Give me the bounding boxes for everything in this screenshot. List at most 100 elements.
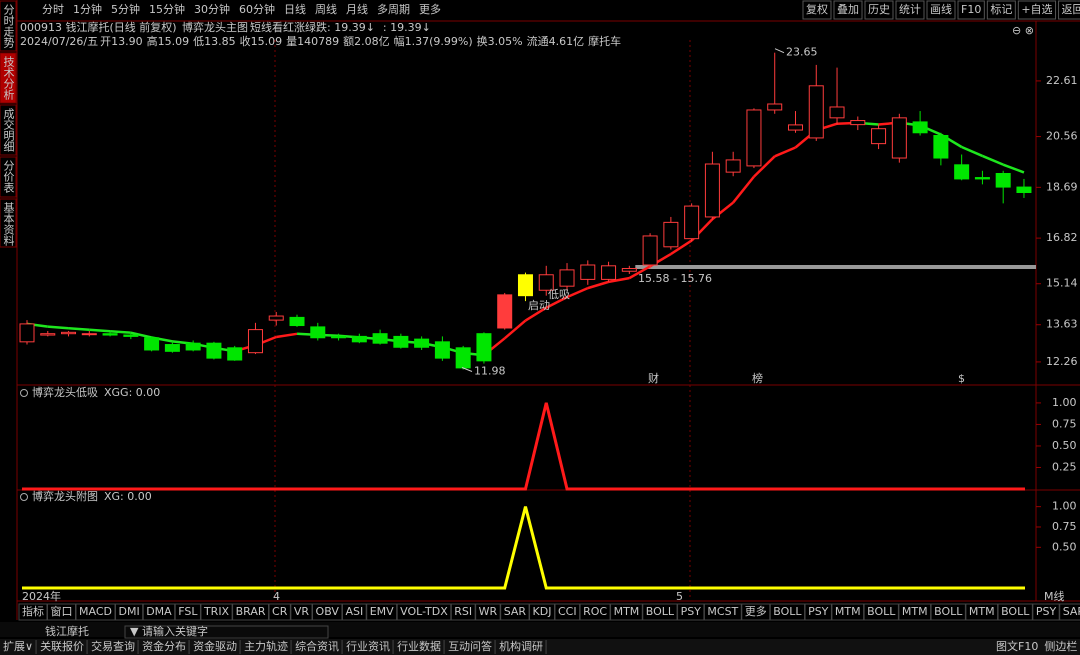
quote-field: 开13.90 (100, 35, 143, 48)
status-tab[interactable]: 行业资讯 (346, 640, 390, 653)
indicator-tab[interactable]: KDJ (533, 605, 552, 618)
indicator-tab[interactable]: BOLL (1001, 605, 1030, 618)
search-box[interactable] (124, 625, 329, 639)
tab-border (0, 52, 17, 104)
side-tab[interactable]: 成交明细 (2, 108, 15, 152)
indicator-tab[interactable]: BOLL (646, 605, 675, 618)
status-tab[interactable]: 主力轨迹 (244, 639, 288, 653)
indicator-tab[interactable]: DMI (118, 605, 139, 618)
status-tab[interactable]: 机构调研 (499, 639, 543, 653)
event-marker[interactable]: $ (958, 372, 965, 385)
indicator-tab[interactable]: 更多 (745, 604, 767, 618)
period-tab[interactable]: 5分钟 (111, 2, 140, 16)
side-tab[interactable]: 基本资料 (2, 202, 15, 247)
toolbar-button[interactable]: 画线 (930, 2, 952, 16)
indicator-tab[interactable]: DMA (146, 605, 172, 618)
indicator-tab[interactable]: VOL-TDX (400, 605, 448, 618)
indicator-tab[interactable]: SAR (1063, 605, 1080, 618)
indicator-tab[interactable]: MTM (969, 605, 995, 618)
indicator-tab[interactable]: EMV (370, 605, 394, 618)
indicator-tab[interactable]: RSI (454, 605, 472, 618)
toolbar-button[interactable]: 统计 (899, 3, 921, 16)
indicator-tab[interactable]: WR (479, 605, 498, 618)
period-tab[interactable]: 1分钟 (73, 2, 102, 16)
trend-line (68, 326, 90, 332)
period-tab[interactable]: 分时 (42, 3, 64, 16)
event-marker[interactable]: 榜 (752, 371, 763, 385)
status-tab[interactable]: 资金分布 (142, 639, 186, 653)
y-tick-label: 1.00 (1052, 500, 1077, 513)
period-tab[interactable]: 日线 (284, 2, 306, 16)
candle-body (476, 333, 492, 362)
indicator-tab[interactable]: 指标 (22, 604, 44, 618)
status-tab[interactable]: 关联报价 (40, 639, 84, 653)
period-tab[interactable]: 周线 (315, 2, 337, 16)
indicator-tab[interactable]: MACD (79, 605, 112, 618)
indicator-tab[interactable]: PSY (1036, 605, 1057, 618)
trend-line (566, 286, 589, 299)
y-tick-label: 0.25 (1052, 460, 1077, 473)
button-border (1017, 0, 1057, 20)
status-tab[interactable]: 侧边栏 (1044, 639, 1077, 653)
toolbar-button[interactable]: 历史 (868, 3, 890, 16)
toolbar-button[interactable]: 复权 (806, 2, 828, 16)
indicator-tab[interactable]: 窗口 (51, 604, 73, 618)
toolbar-button[interactable]: F10 (961, 3, 981, 16)
panel-icon[interactable] (20, 389, 28, 397)
candle-body (164, 344, 180, 352)
period-tab[interactable]: 更多 (419, 2, 441, 16)
search-stock: 钱江摩托 (45, 624, 89, 638)
period-tab[interactable]: 60分钟 (239, 2, 275, 16)
status-tab[interactable]: 图文F10 (996, 639, 1038, 653)
indicator-tab[interactable]: CCI (558, 605, 577, 618)
search-input[interactable]: 请输入关键字 (142, 624, 208, 638)
status-tab[interactable]: 交易查询 (91, 639, 135, 653)
candle-body (871, 128, 887, 145)
status-tab[interactable]: 资金驱动 (193, 639, 237, 653)
active-tab-bg (0, 53, 16, 103)
indicator-tab[interactable]: BOLL (867, 605, 896, 618)
toolbar-button[interactable]: +自选 (1021, 3, 1052, 16)
indicator-tab[interactable]: MCST (707, 605, 738, 618)
side-tab[interactable]: 技术分析 (2, 56, 15, 101)
indicator-tab[interactable]: ROC (583, 605, 607, 618)
indicator-tab[interactable]: MTM (614, 605, 640, 618)
period-tab[interactable]: 月线 (346, 2, 368, 16)
period-tab[interactable]: 多周期 (377, 2, 410, 16)
indicator-tab[interactable]: OBV (316, 605, 340, 618)
indicator-tab[interactable]: BOLL (773, 605, 802, 618)
side-tab[interactable]: 分价表 (2, 160, 15, 194)
trend-line (276, 332, 298, 339)
indicator-tab[interactable]: TRIX (203, 605, 230, 618)
trend-line (130, 331, 152, 339)
indicator-tab[interactable]: FSL (178, 605, 198, 618)
y-tick-label: 22.61 (1046, 74, 1078, 87)
candle-body (787, 124, 803, 131)
period-tab[interactable]: 15分钟 (149, 2, 185, 16)
indicator-tab[interactable]: MTM (902, 605, 928, 618)
indicator-tab[interactable]: SAR (504, 605, 527, 618)
quote-field: 收15.09 (240, 34, 283, 48)
x-label: 5 (676, 590, 683, 603)
status-tab[interactable]: 综合资讯 (295, 639, 339, 653)
indicator-tab[interactable]: CR (272, 605, 288, 618)
panel-icon[interactable] (20, 493, 28, 501)
indicator-tab[interactable]: MTM (835, 605, 861, 618)
toolbar-button[interactable]: 标记 (990, 2, 1012, 16)
side-tab[interactable]: 分时走势 (2, 4, 15, 48)
trend-line (732, 175, 755, 204)
status-tab[interactable]: 互动问答 (448, 639, 492, 653)
indicator-tab[interactable]: BOLL (934, 605, 963, 618)
indicator-tab[interactable]: ASI (345, 605, 363, 618)
status-tab[interactable]: 扩展∨ (3, 639, 33, 653)
indicator-tab[interactable]: PSY (808, 605, 829, 618)
candle-body (580, 264, 596, 280)
toolbar-button[interactable]: 返回 (1062, 3, 1080, 16)
indicator-tab[interactable]: BRAR (236, 605, 266, 618)
event-marker[interactable]: 财 (648, 371, 659, 385)
toolbar-button[interactable]: 叠加 (837, 3, 859, 16)
status-tab[interactable]: 行业数据 (397, 639, 441, 653)
indicator-tab[interactable]: VR (294, 605, 310, 618)
indicator-tab[interactable]: PSY (681, 605, 702, 618)
period-tab[interactable]: 30分钟 (194, 2, 230, 16)
